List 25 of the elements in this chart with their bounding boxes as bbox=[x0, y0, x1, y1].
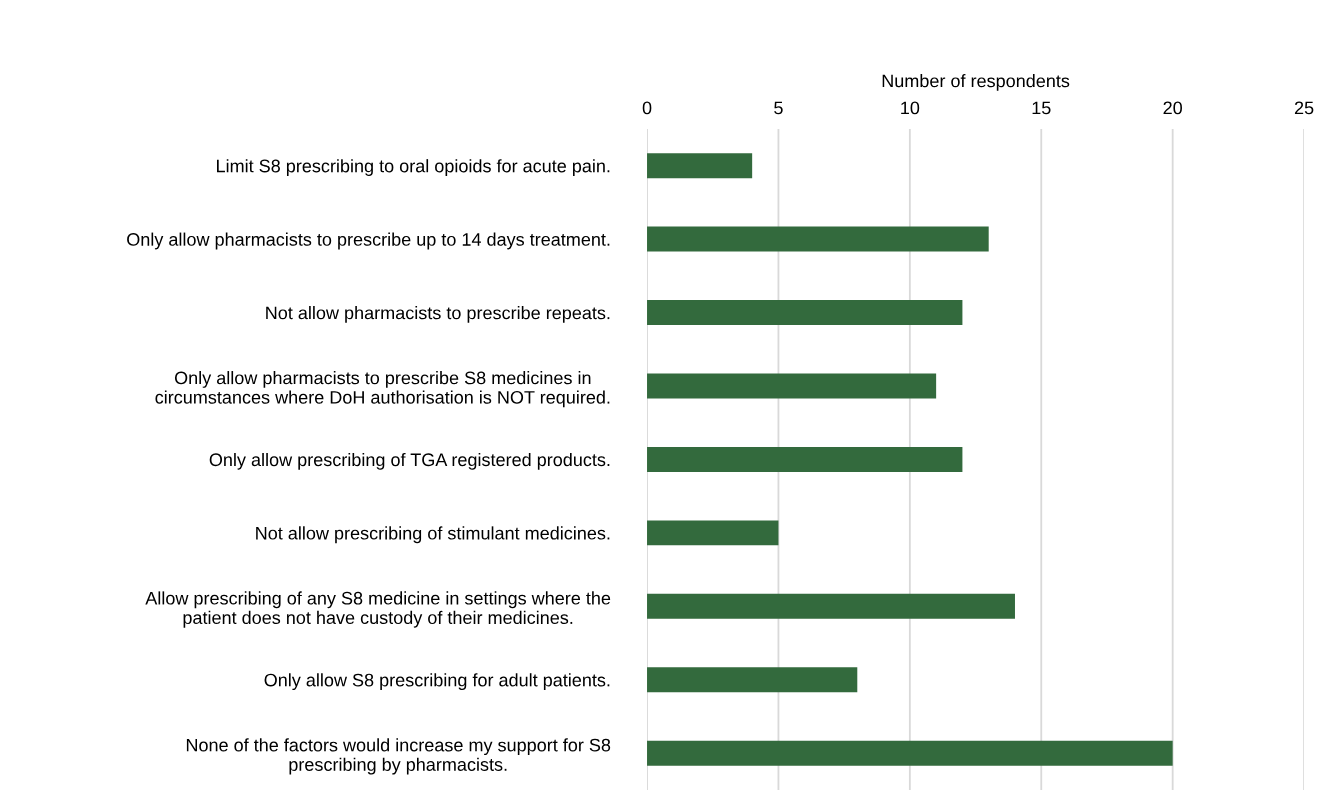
y-tick-label: Only allow S8 prescribing for adult patients. bbox=[264, 673, 610, 691]
y-tick-label: Allow prescribing of any S8 medicine in settings where the patient does not have custody of their medicines. bbox=[145, 591, 611, 628]
x-tick-label: 0 bbox=[642, 101, 652, 115]
y-tick-label: Only allow prescribing of TGA registered products. bbox=[209, 452, 610, 470]
y-tick-label: Only allow pharmacists to prescribe S8 medicines in circumstances where DoH authorisation is NOT required. bbox=[155, 371, 610, 408]
y-tick-label: Not allow prescribing of stimulant medicines. bbox=[256, 526, 610, 544]
y-tick-label: Only allow pharmacists to prescribe up to 14 days treatment. bbox=[127, 232, 610, 250]
bar bbox=[647, 153, 753, 179]
x-tick-label: 25 bbox=[1294, 101, 1314, 115]
bar bbox=[647, 226, 989, 252]
bar bbox=[647, 446, 963, 472]
bar bbox=[647, 373, 937, 399]
bar bbox=[647, 593, 1015, 619]
x-tick-label: 20 bbox=[1163, 101, 1182, 115]
y-tick-label: None of the factors would increase my support for S8 prescribing by pharmacists. bbox=[186, 738, 611, 775]
bar bbox=[647, 667, 858, 693]
y-tick-label: Limit S8 prescribing to oral opioids for acute pain. bbox=[217, 159, 610, 176]
x-tick-label: 5 bbox=[774, 101, 783, 115]
bar bbox=[647, 520, 779, 546]
y-tick-label: Not allow pharmacists to prescribe repeats. bbox=[266, 306, 610, 323]
x-axis-title: Number of respondents bbox=[882, 74, 1070, 91]
bar bbox=[647, 740, 1173, 766]
bar bbox=[647, 300, 963, 326]
x-tick-label: 15 bbox=[1032, 101, 1051, 115]
x-tick-label: 10 bbox=[901, 101, 920, 115]
